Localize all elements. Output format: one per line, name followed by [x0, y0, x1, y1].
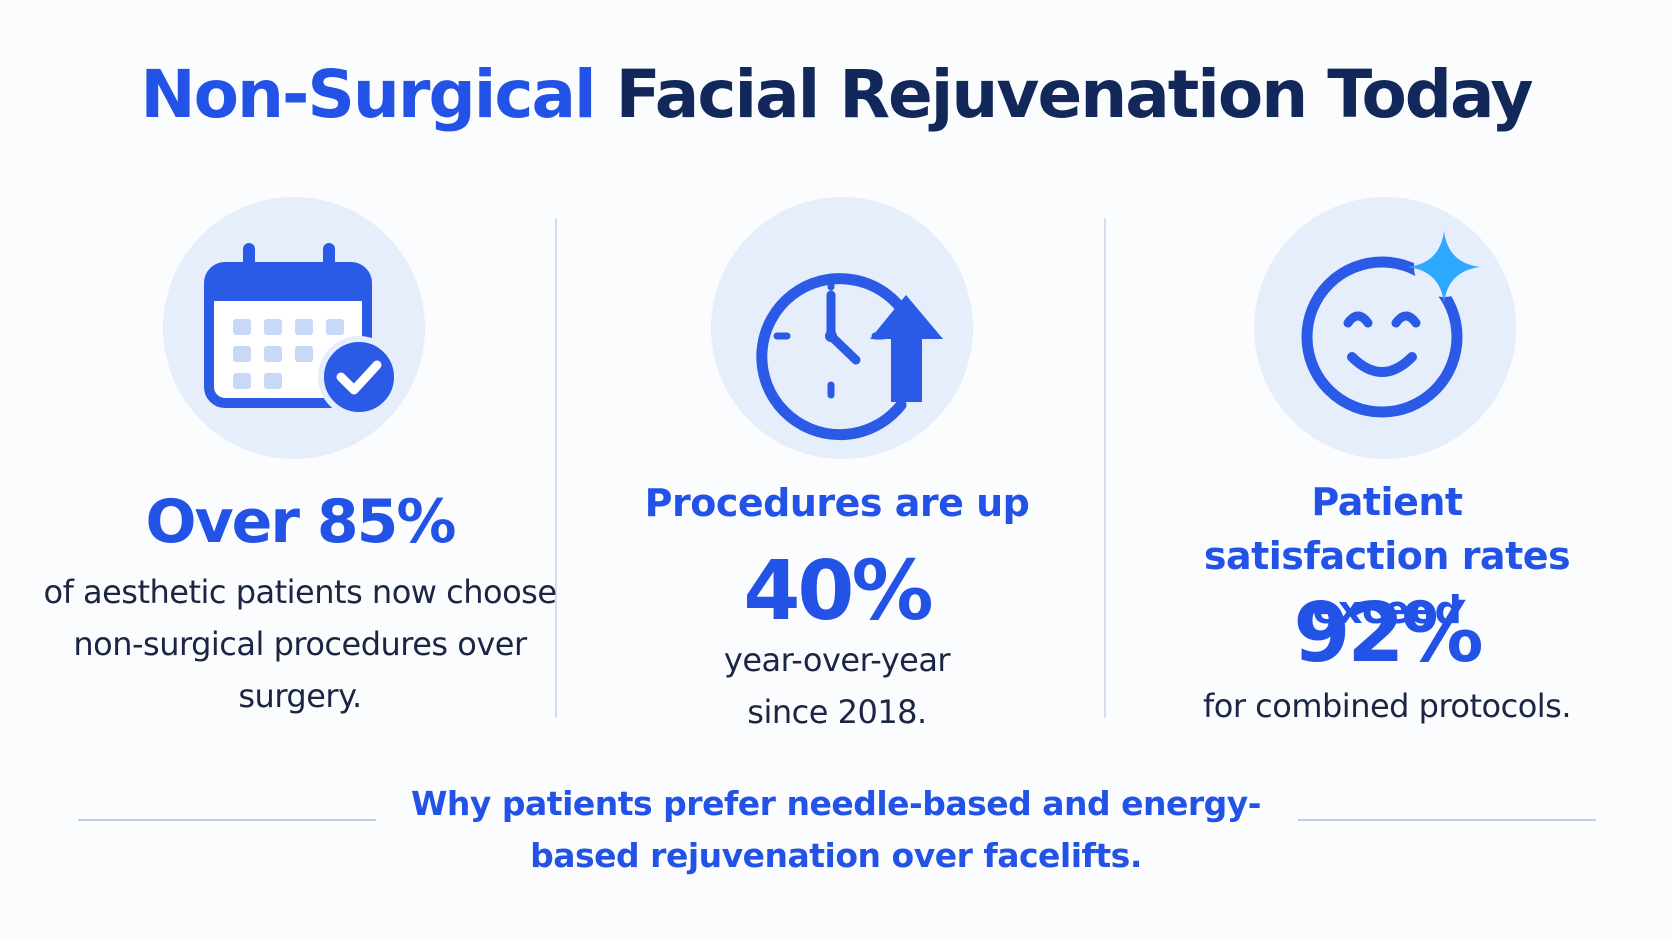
title-accent: Non-Surgical — [140, 56, 596, 133]
stat-1-body: of aesthetic patients now choose non-sur… — [43, 573, 557, 715]
stat-2-body: year-over-year since 2018. — [723, 641, 951, 731]
column-divider-right — [1104, 218, 1106, 718]
footer-rule-left — [78, 819, 376, 821]
clock-arrow-up-icon — [711, 197, 973, 459]
stat-2-headline: Procedures are up — [644, 481, 1030, 525]
stat-3-headline: Patient satisfaction rates exceed — [1203, 480, 1571, 632]
title-rest: Facial Rejuvenation Today — [594, 56, 1534, 133]
smiley-sparkle-icon — [1254, 197, 1516, 459]
stat-1-headline: Over 85% — [145, 487, 457, 557]
footer-caption: Why patients prefer needle-based and ene… — [411, 784, 1261, 875]
column-divider-left — [555, 218, 557, 718]
footer-rule-right — [1298, 819, 1596, 821]
stat-2-value: 40% — [743, 544, 933, 639]
page-title: Non-Surgical Facial Rejuvenation Today — [0, 50, 1672, 140]
calendar-check-icon — [163, 197, 425, 459]
stat-3-body: for combined protocols. — [1202, 687, 1572, 725]
stat-3-value: 92% — [1293, 586, 1483, 681]
